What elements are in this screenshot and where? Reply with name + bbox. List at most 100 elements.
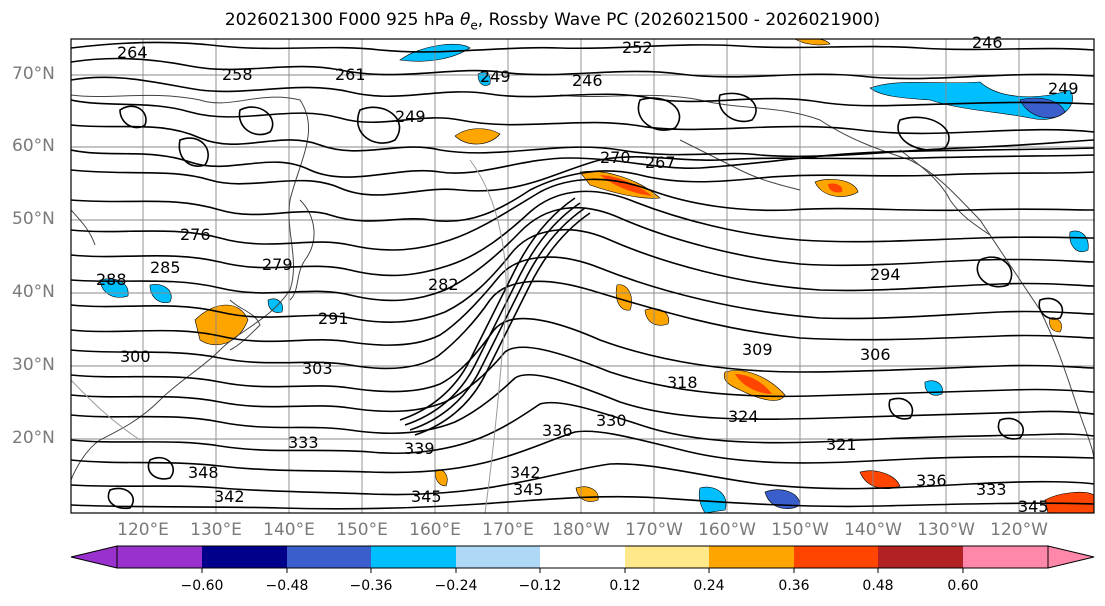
shade-pos-strong-30n xyxy=(735,374,772,394)
colorbar-tick-label: 0.60 xyxy=(947,578,979,594)
contour-label: 261 xyxy=(335,65,366,84)
contour-label: 291 xyxy=(318,309,349,328)
colorbar-bin xyxy=(963,546,1048,568)
contour-label: 309 xyxy=(742,340,773,359)
shade-neg-west3 xyxy=(267,298,283,313)
lon-label: 120°W xyxy=(990,520,1048,540)
colorbar-bin xyxy=(709,546,794,568)
contour-label: 252 xyxy=(622,38,653,57)
contour-label: 339 xyxy=(404,439,435,458)
colorbar-bin xyxy=(878,546,963,568)
shade-neg-north3 xyxy=(477,72,491,86)
contour-label: 306 xyxy=(860,345,891,364)
theta-symbol: θ xyxy=(460,10,471,30)
contour-label: 342 xyxy=(510,463,541,482)
anomaly-shading xyxy=(99,39,1094,513)
shade-neg-north2 xyxy=(869,81,1073,120)
contour-labels: 264 261 258 252 249 246 246 249 249 270 … xyxy=(96,33,1079,516)
lon-label: 140°W xyxy=(844,520,902,540)
colorbar-tick-label: −0.60 xyxy=(180,578,224,594)
contour-label: 267 xyxy=(645,153,676,172)
shade-pos-sw xyxy=(575,486,599,502)
lat-label: 50°N xyxy=(12,209,55,229)
colorbar-tick-label: 0.48 xyxy=(862,578,894,594)
contour-label: 276 xyxy=(180,225,211,244)
contour-label: 246 xyxy=(572,71,603,90)
shade-pos-60n xyxy=(454,128,501,145)
lon-label: 140°E xyxy=(263,520,315,540)
colorbar-bin xyxy=(794,546,878,568)
colorbar-bin xyxy=(540,546,625,568)
colorbar-bin xyxy=(287,546,371,568)
contour-label: 345 xyxy=(513,480,544,499)
contour-label: 324 xyxy=(728,407,759,426)
colorbar-bin xyxy=(371,546,456,568)
colorbar-extend-low xyxy=(70,545,118,569)
contour-label: 330 xyxy=(596,411,627,430)
colorbar-bin xyxy=(117,546,202,568)
contour-label: 282 xyxy=(428,275,459,294)
colorbar-tick-label: −0.12 xyxy=(518,578,562,594)
contour-label: 294 xyxy=(870,265,901,284)
contour-label: 246 xyxy=(972,33,1003,52)
contour-label: 321 xyxy=(826,435,857,454)
contour-label: 348 xyxy=(188,463,219,482)
lat-label: 40°N xyxy=(12,282,55,302)
contour-label: 258 xyxy=(222,65,253,84)
contour-label: 249 xyxy=(480,67,511,86)
contour-label: 333 xyxy=(976,480,1007,499)
contour-label: 336 xyxy=(542,421,573,440)
colorbar-bin xyxy=(456,546,540,568)
contour-label: 303 xyxy=(302,359,333,378)
lat-label: 60°N xyxy=(12,136,55,156)
shade-pos-se xyxy=(1044,491,1094,513)
shade-pos-40n xyxy=(615,284,632,311)
contour-label: 336 xyxy=(916,471,947,490)
lat-label: 30°N xyxy=(12,355,55,375)
lat-label: 20°N xyxy=(12,428,55,448)
lat-label: 70°N xyxy=(12,64,55,84)
lon-label: 170°E xyxy=(482,520,534,540)
map-frame xyxy=(70,38,1095,514)
shade-neg-se xyxy=(698,486,727,513)
contour-label: 249 xyxy=(1048,79,1079,98)
contour-label: 342 xyxy=(214,487,245,506)
shade-pos-north xyxy=(794,39,831,46)
colorbar xyxy=(70,545,1095,573)
shade-pos-ne xyxy=(859,470,901,489)
shade-pos-east2 xyxy=(1049,317,1062,333)
colorbar-bins xyxy=(117,546,1048,573)
contour-label: 270 xyxy=(600,148,631,167)
colorbar-bin xyxy=(625,546,709,568)
contour-label: 264 xyxy=(117,43,148,62)
colorbar-tick-label: −0.48 xyxy=(265,578,309,594)
coastlines xyxy=(71,94,1094,481)
lon-label: 130°W xyxy=(917,520,975,540)
contour-label: 249 xyxy=(395,107,426,126)
shade-neg-west2 xyxy=(149,284,172,303)
region-outline xyxy=(71,159,507,513)
contour-label: 318 xyxy=(667,373,698,392)
lon-label: 170°W xyxy=(625,520,683,540)
theta-e-contours xyxy=(71,41,1094,510)
colorbar-bin xyxy=(202,546,287,568)
contour-label: 345 xyxy=(1018,497,1049,516)
contour-label: 333 xyxy=(288,433,319,452)
shade-pos-sw2 xyxy=(435,469,448,487)
contour-label: 288 xyxy=(96,270,127,289)
colorbar-tick-label: 0.12 xyxy=(609,578,641,594)
colorbar-extend-high xyxy=(1047,545,1095,569)
colorbar-tick-label: 0.36 xyxy=(778,578,810,594)
lon-label: 160°W xyxy=(698,520,756,540)
lon-label: 160°E xyxy=(409,520,461,540)
lon-label: 150°W xyxy=(771,520,829,540)
contour-label: 285 xyxy=(150,258,181,277)
contour-label: 345 xyxy=(411,487,442,506)
contour-label: 279 xyxy=(262,255,293,274)
contour-label: 300 xyxy=(120,347,151,366)
lon-label: 180°W xyxy=(552,520,610,540)
theta-subscript: e xyxy=(470,18,478,33)
lon-label: 150°E xyxy=(336,520,388,540)
graticule xyxy=(71,39,1094,513)
